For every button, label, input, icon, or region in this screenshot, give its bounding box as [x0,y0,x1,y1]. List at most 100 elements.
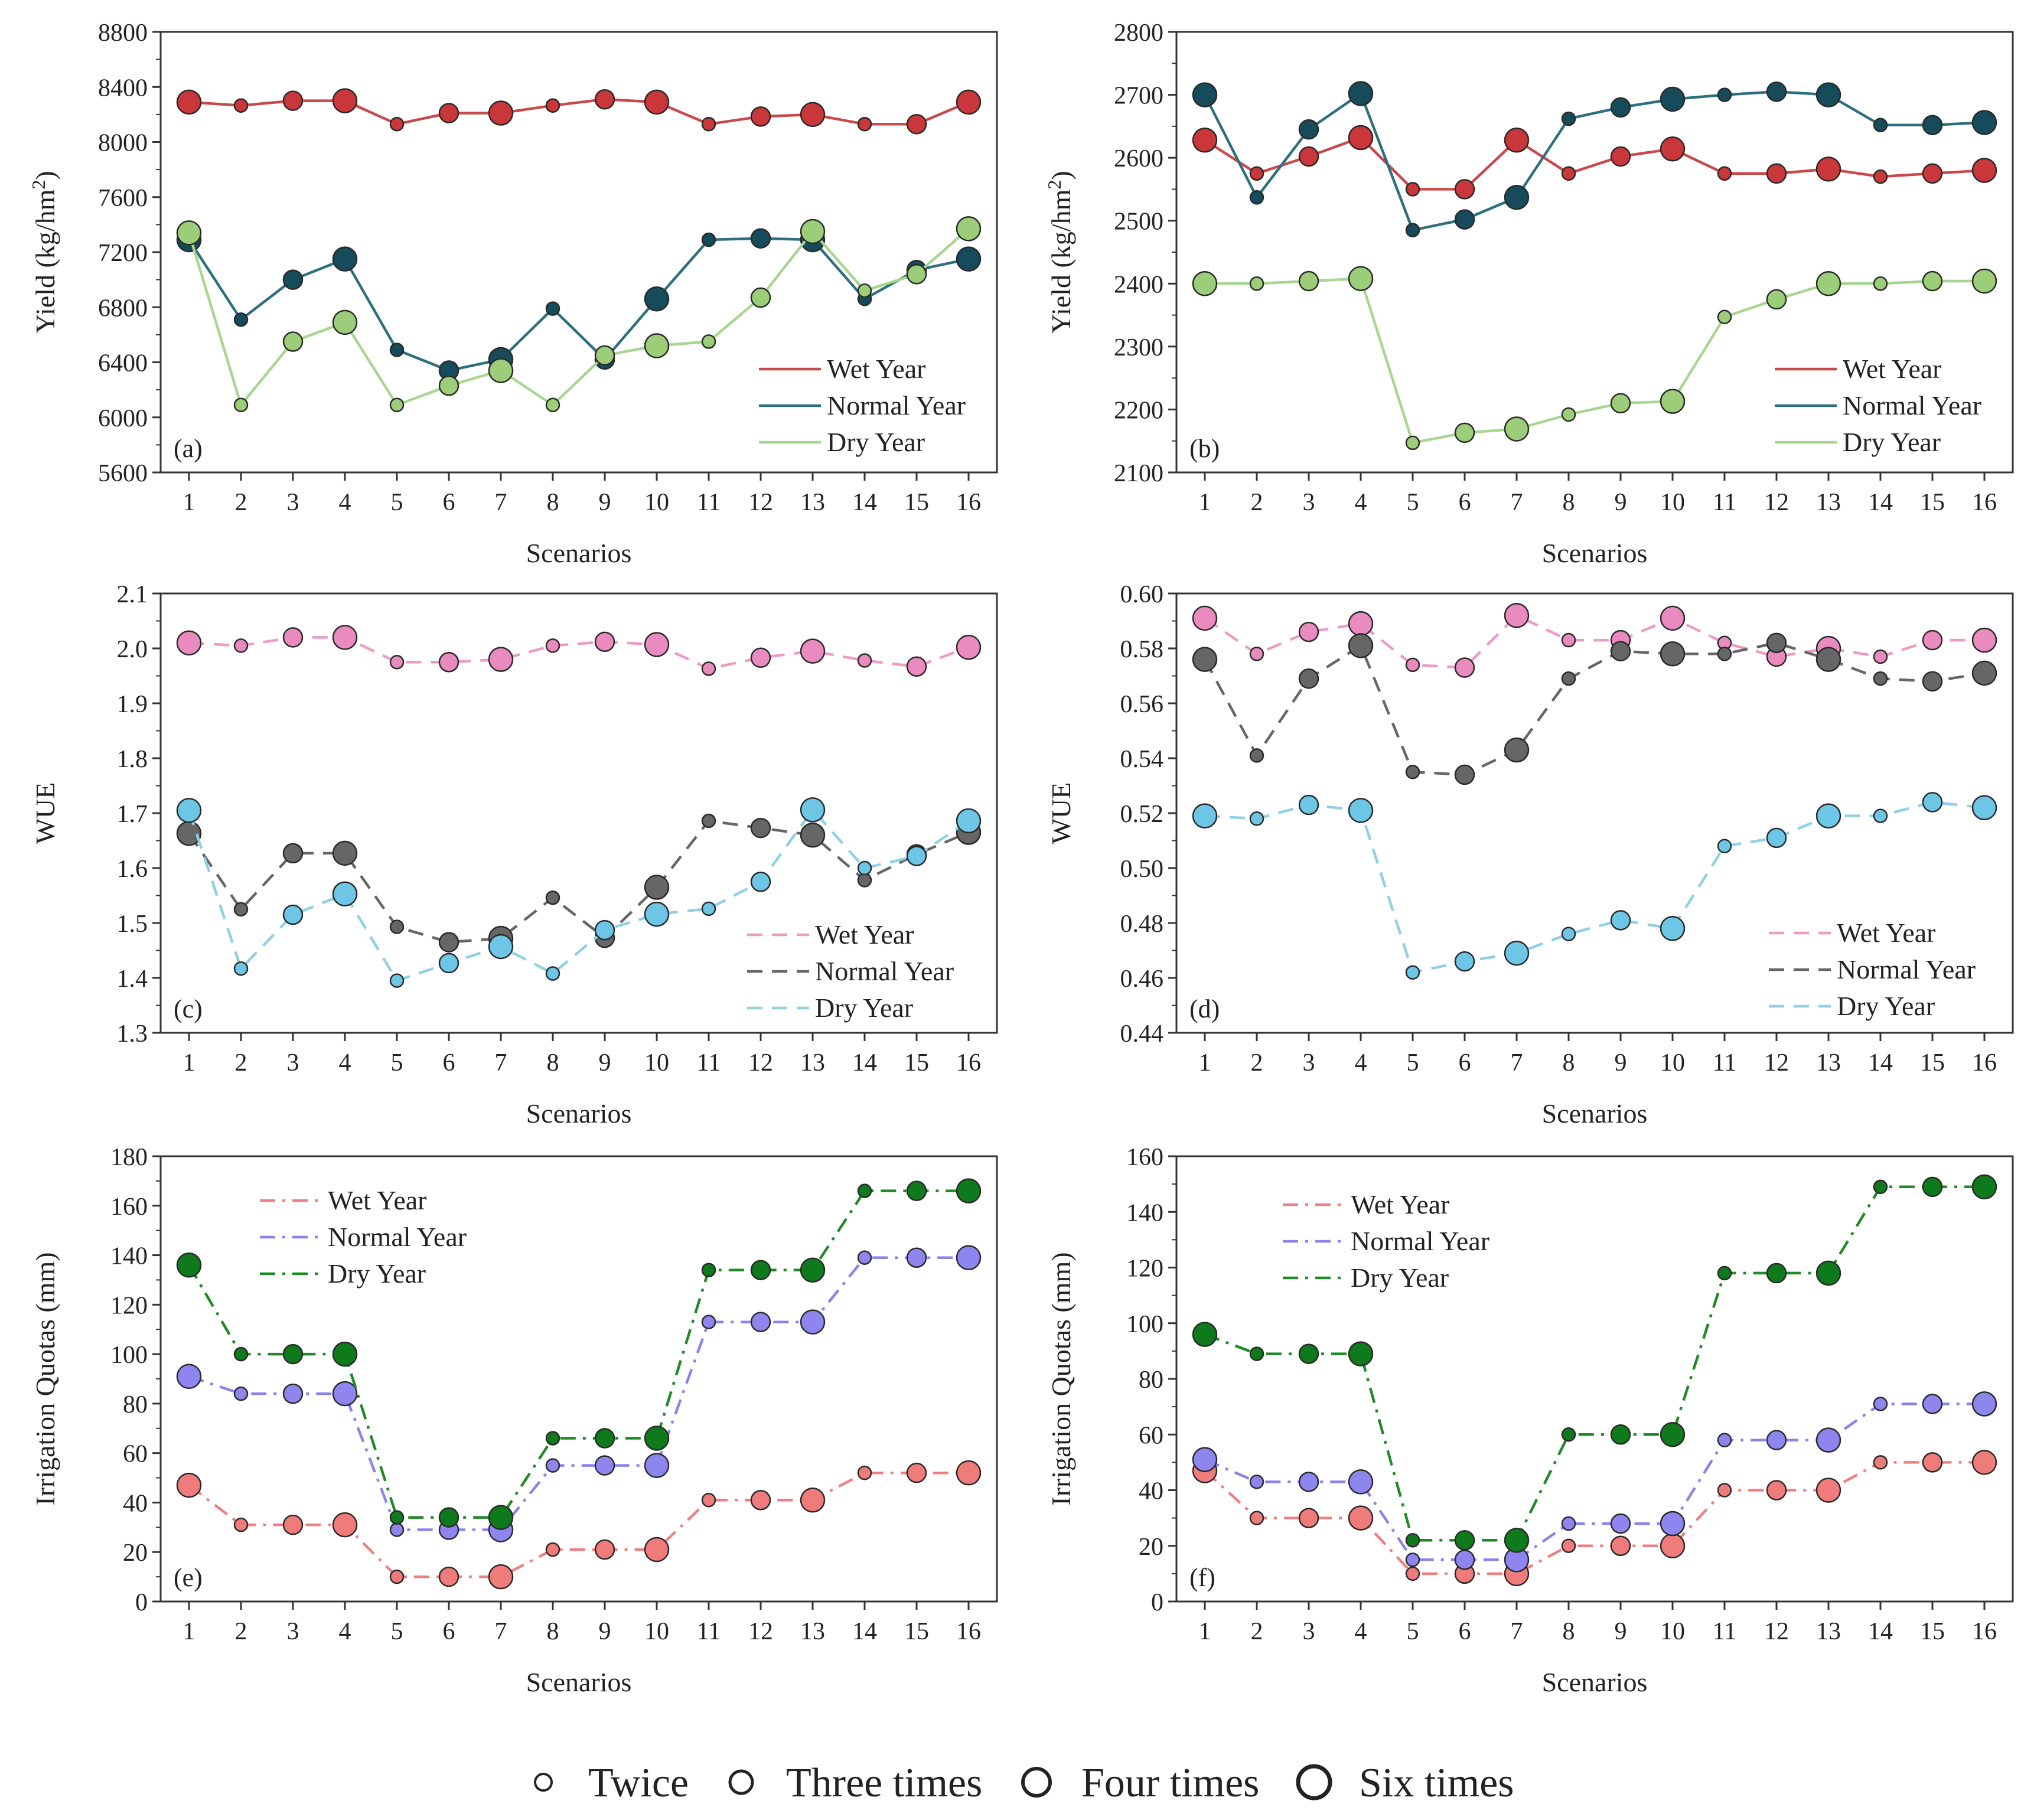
x-tick-label: 6 [1459,489,1471,516]
x-axis-label: Scenarios [1542,1667,1648,1697]
x-tick-label: 16 [956,489,981,516]
data-point [956,1178,982,1203]
series-dry-year [1192,266,1997,451]
data-point [332,88,358,113]
x-tick-label: 15 [904,1618,929,1645]
x-tick-label: 7 [1511,1618,1523,1645]
x-tick-label: 3 [1303,1618,1315,1645]
data-point [282,1514,304,1535]
data-point [1815,1477,1841,1503]
data-point [800,218,826,244]
series-line [1204,1461,1984,1576]
data-point [1873,808,1888,823]
y-axis-label-text: Yield (kg/hm [30,189,60,333]
x-tick-label: 12 [1764,489,1789,516]
data-point [1454,1550,1475,1570]
data-point [1192,647,1218,672]
data-point [857,1465,872,1480]
data-point [594,1428,615,1449]
data-point [956,1245,982,1270]
y-tick-label: 2500 [1114,208,1163,236]
data-point [906,1180,927,1201]
legend-label: Dry Year [1843,427,1941,457]
x-tick-label: 1 [183,1618,195,1645]
legend-label: Wet Year [827,354,926,384]
data-point [1405,765,1420,779]
data-point [389,1510,405,1525]
x-tick-label: 8 [1563,489,1575,516]
data-point [389,1569,405,1584]
x-tick-label: 13 [1816,489,1841,516]
data-point [176,630,202,655]
data-point [1922,1176,1943,1198]
y-tick-label: 160 [110,1193,148,1221]
data-point [644,875,670,900]
y-tick-label: 60 [1139,1422,1163,1449]
legend: Wet Year Normal Year Dry Year [759,354,966,457]
series-line [187,808,970,982]
data-point [389,919,405,934]
data-point [488,1505,514,1530]
x-tick-label: 5 [1407,1618,1419,1645]
data-point [1454,1530,1475,1551]
y-axis-label: WUE [30,782,60,844]
x-tick-label: 12 [1764,1618,1789,1645]
legend: Wet Year Normal Year Dry Year [747,919,954,1023]
x-tick-label: 7 [1511,1049,1523,1077]
series-line [188,819,969,944]
data-point [389,397,405,413]
data-point [857,873,872,888]
y-tick-label: 2700 [1114,83,1163,110]
x-tick-label: 14 [1868,1618,1893,1645]
legend-label: Normal Year [1837,954,1976,984]
y-axis-label: Yield (kg/hm2) [1044,171,1076,333]
data-point [956,808,982,834]
x-tick-label: 4 [1355,1618,1367,1645]
data-point [701,1493,716,1508]
data-point [1454,179,1475,200]
x-tick-label: 7 [495,489,507,516]
legend-label: Wet Year [328,1185,427,1215]
legend-label: Dry Year [827,427,925,457]
data-point [1348,1469,1374,1495]
data-point [1922,630,1943,651]
data-point [1298,668,1319,689]
data-point [282,269,304,290]
x-tick-label: 10 [644,489,669,516]
data-point [750,647,771,668]
x-tick-label: 4 [339,1618,351,1645]
data-point [750,1312,771,1332]
y-tick-label: 7200 [98,240,148,267]
data-point [1561,1538,1576,1553]
y-tick-label: 6400 [98,350,148,377]
data-point [1405,435,1420,451]
series-line [1204,801,1985,974]
data-point [1971,795,1997,820]
series-dry-year [176,1178,982,1530]
legend-label: Dry Year [328,1258,426,1289]
data-point [282,1383,304,1404]
data-point [332,309,358,335]
y-axis-label-text: WUE [30,782,60,844]
data-point [1660,916,1686,941]
data-point [594,89,615,110]
y-axis-label-close: ) [1046,171,1076,180]
data-point [1298,270,1319,292]
data-point [1815,647,1841,672]
data-point [545,966,560,981]
data-point [1766,632,1787,653]
data-point [1298,1508,1319,1528]
y-tick-label: 140 [110,1243,148,1270]
legend-label: Normal Year [1843,390,1981,420]
data-point [233,638,249,653]
data-point [750,1490,771,1511]
data-point [956,216,982,242]
data-point [800,797,826,823]
data-point [545,98,560,113]
series-dry-year [1192,1174,1997,1553]
data-point [545,890,560,905]
data-point [1971,158,1997,183]
data-point [1873,1455,1888,1470]
